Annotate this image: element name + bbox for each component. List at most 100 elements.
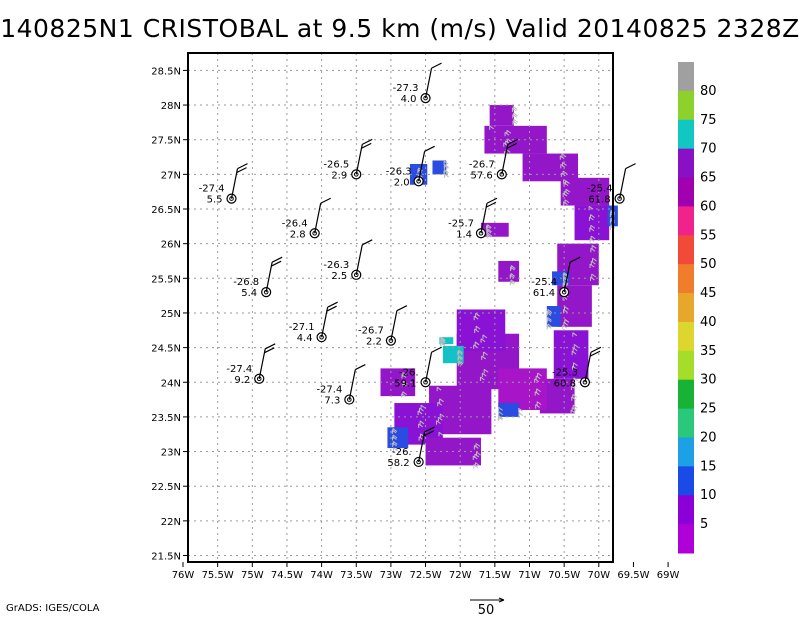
wind-vector [509, 274, 515, 279]
wind-vector [475, 325, 481, 331]
station-wind: 60.8 [554, 378, 576, 389]
wind-vector [570, 385, 576, 391]
x-tick-label: 75W [241, 570, 264, 581]
x-tick-label: 72.5W [409, 570, 441, 581]
station-temp: -26.3 [323, 260, 349, 271]
x-tick-label: 69W [657, 570, 680, 581]
x-tick-label: 69.5W [617, 570, 649, 581]
station-temp: -25.3 [552, 367, 578, 378]
colorbar-swatch [678, 408, 694, 438]
station-temp: -26. [399, 367, 419, 378]
wind-barb [507, 138, 519, 145]
wind-vector [419, 420, 425, 425]
wind-barb [390, 310, 398, 341]
wind-vector [518, 407, 523, 413]
wind-vector [419, 407, 424, 413]
wind-vector [472, 455, 478, 460]
wind-vector [479, 376, 485, 381]
wind-vector [512, 114, 517, 119]
station-wind: 7.3 [324, 396, 340, 407]
wind-vector [546, 324, 552, 330]
wind-vector [440, 342, 445, 347]
wind-barb [584, 352, 592, 383]
wind-cell [439, 337, 454, 345]
colorbar-swatch [678, 148, 694, 179]
map-title: 140825N1 CRISTOBAL at 9.5 km (m/s) Valid… [0, 14, 800, 43]
wind-vector [474, 341, 480, 346]
wind-vector [546, 312, 552, 317]
wind-vector [481, 372, 487, 378]
wind-cell [432, 160, 447, 175]
wind-vector [486, 225, 491, 230]
colorbar-swatch [678, 524, 694, 554]
wind-vector [473, 315, 479, 321]
station-wind: 2.0 [394, 177, 410, 188]
colorbar-swatch [678, 350, 694, 381]
station: -26.85.4 [233, 256, 283, 299]
wind-vector [486, 229, 492, 234]
x-tick-label: 76W [172, 570, 195, 581]
wind-vector [562, 273, 568, 278]
wind-barb [423, 430, 434, 437]
y-tick-label: 25N [161, 309, 181, 320]
wind-barb [263, 347, 275, 354]
wind-vector [483, 351, 488, 357]
wind-barb [424, 426, 435, 433]
station-temp: -26.7 [469, 159, 495, 170]
station: -26.58.2 [387, 426, 435, 469]
wind-vector [510, 266, 515, 272]
wind-vector [437, 416, 443, 422]
y-tick-label: 21.5N [151, 552, 181, 563]
wind-vector [571, 396, 577, 401]
station: -26.757.6 [469, 138, 519, 181]
wind-vector [588, 205, 594, 211]
wind-vector [457, 351, 463, 356]
wind-vector [588, 216, 594, 221]
station: -26.42.8 [282, 197, 331, 240]
wind-vector [443, 170, 449, 175]
station-wind: 57.6 [471, 170, 493, 181]
wind-barb [563, 262, 571, 293]
colorbar-label: 60 [700, 199, 717, 214]
colorbar-label: 30 [700, 373, 717, 388]
scale-arrow-head-icon [498, 597, 505, 603]
wind-vector [573, 362, 578, 367]
color-legend: 80 75 70 65 60 55 50 45 40 35 30 25 20 15 10 5 [678, 62, 717, 554]
wind-barb [506, 142, 518, 149]
wind-vector [563, 201, 568, 206]
wind-vector [572, 332, 578, 337]
wind-vector [401, 374, 407, 379]
wind-vector [417, 410, 423, 415]
wind-vector [562, 192, 568, 198]
station-wind: 2.8 [290, 229, 306, 240]
x-tick-label: 72W [449, 570, 472, 581]
station: -27.34.0 [393, 62, 442, 105]
wind-barb [396, 305, 408, 312]
station-temp: -25.4 [587, 184, 613, 195]
station-wind: 59.1 [394, 378, 416, 389]
station-wind: 61.4 [533, 288, 555, 299]
station-temp: -26.4 [282, 218, 308, 229]
station-wind: 5.5 [207, 195, 223, 206]
station-temp: -26.3 [386, 166, 412, 177]
plot-frame [187, 52, 614, 563]
station-temp: -27.4 [199, 184, 225, 195]
station-temp: -26. [392, 447, 412, 458]
wind-cell [522, 153, 579, 182]
wind-vector [457, 356, 463, 361]
colorbar-label: 35 [700, 344, 717, 359]
wind-vector [392, 442, 397, 447]
wind-barb [258, 348, 266, 379]
wind-barb [589, 350, 601, 357]
wind-cell [498, 260, 520, 282]
station-temp: -26.7 [358, 326, 384, 337]
wind-vector [401, 393, 406, 398]
station: -27.45.5 [199, 163, 248, 206]
wind-vector [511, 107, 517, 112]
y-tick-label: 28N [161, 101, 181, 112]
wind-barb [501, 144, 509, 175]
footer-credit: GrADS: IGES/COLA [6, 603, 100, 614]
wind-vector [589, 227, 595, 232]
station: -25.360.8 [552, 346, 602, 389]
colorbar-swatch [678, 177, 694, 207]
